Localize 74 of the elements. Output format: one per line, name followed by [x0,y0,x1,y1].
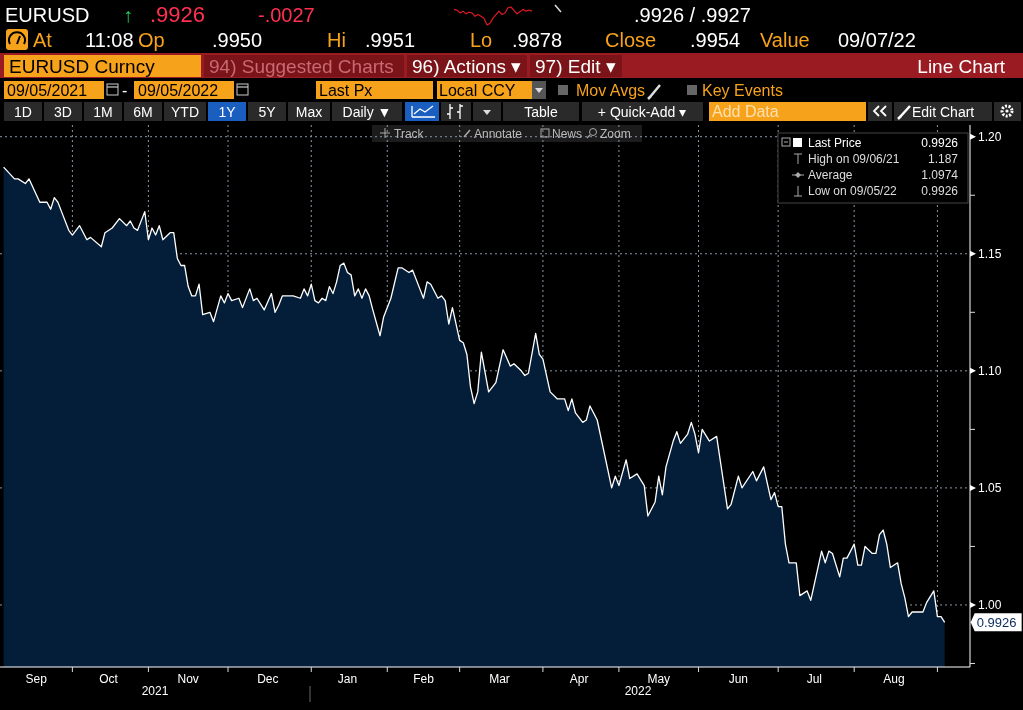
x-tick-label: Sep [25,672,48,686]
x-tick-label: Jun [728,672,749,686]
text: -.0027 [258,4,315,26]
annotation: High on 09/06/21 [808,152,900,166]
x-tick-label: Oct [99,672,119,686]
y-tick-label: 1.05 [978,480,1002,495]
y-tick-label: 1.00 [978,597,1002,612]
text: - [122,82,128,99]
text: 09/05/2021 [7,82,88,99]
text: 96) Actions ▾ [412,56,522,77]
text: .9878 [512,29,563,51]
x-tick-label: Apr [569,672,589,686]
text: 2021 [141,684,169,698]
text: 5Y [258,104,277,120]
annotation: Low on 09/05/22 [808,184,898,198]
annotation: Average [808,168,853,182]
y-tick-label: 1.20 [978,129,1002,144]
text: Key Events [702,82,783,99]
text: At [33,29,53,51]
text: Value [760,29,810,51]
text: Mov Avgs [576,82,646,99]
text: .9951 [365,29,416,51]
text: 94) Suggested Charts [209,56,394,77]
text: ↑ [123,4,133,26]
annotation: 0.9926 [976,615,1017,631]
annotation: 0.9926 [921,184,959,198]
text: Op [138,29,165,51]
x-tick-label: Dec [257,672,279,686]
text: Last Px [319,82,373,99]
text: EURUSD Curncy [9,56,156,77]
text: .9950 [212,29,263,51]
text: YTD [171,104,199,120]
annotation: News [552,127,583,141]
text: 1D [14,104,32,120]
x-tick-label: Nov [177,672,199,686]
text: + Quick-Add ▾ [597,104,687,120]
x-tick-label: Feb [413,672,435,686]
x-tick-label: May [647,672,671,686]
annotation: Track [394,127,425,141]
text: .9954 [690,29,741,51]
y-tick-label: 1.10 [978,363,1002,378]
annotation: 1.0974 [921,168,959,182]
text: Local CCY [439,82,516,99]
text: 1M [93,104,113,120]
x-tick-label: Aug [883,672,905,686]
text: 2022 [624,684,652,698]
text: 1Y [218,104,237,120]
annotation: 0.9926 [921,136,959,150]
annotation: Zoom [600,127,631,141]
text: 09/05/2022 [138,82,219,99]
x-tick-label: Mar [489,672,510,686]
text: Close [605,29,657,51]
text: .9926 [150,2,206,27]
text: 6M [133,104,153,120]
legend-label: Last Price [808,136,862,150]
y-tick-label: 1.15 [978,246,1002,261]
annotation: Annotate [474,127,523,141]
annotation: 1.187 [927,152,959,166]
text: Lo [470,29,493,51]
text: Line Chart [917,56,1006,77]
text: Table [524,104,558,120]
text: Edit Chart [912,104,975,120]
x-tick-label: Jan [337,672,358,686]
x-tick-label: Jul [806,672,823,686]
text: Add Data [712,103,779,120]
text: 09/07/22 [838,29,916,51]
text: .9926 / .9927 [634,4,751,26]
text: 3D [54,104,72,120]
text: 97) Edit ▾ [535,56,616,77]
text: Daily ▼ [342,104,392,120]
text: EURUSD [5,4,90,26]
text: 11:08 [85,29,134,51]
text: Hi [327,29,346,51]
text: Max [295,104,323,120]
